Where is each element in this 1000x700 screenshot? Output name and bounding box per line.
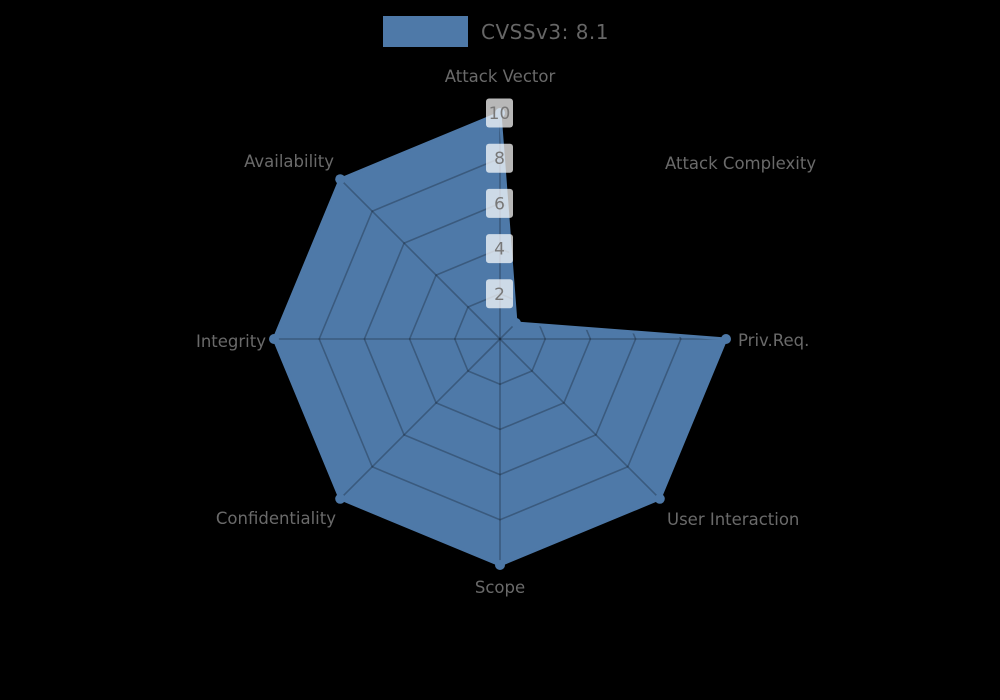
vertex-marker-integrity — [269, 334, 279, 344]
grid-spoke-availability — [339, 178, 501, 340]
legend-label: CVSSv3: 8.1 — [481, 19, 609, 44]
rtick-label-6: 6 — [494, 194, 505, 214]
grid-spoke-user-interaction — [499, 338, 661, 500]
axis-label-scope: Scope — [475, 578, 525, 597]
rtick-label-4: 4 — [494, 240, 505, 260]
rtick-box-10 — [486, 98, 513, 128]
axis-label-confidentiality: Confidentiality — [216, 509, 336, 528]
vertex-marker-attack-complexity — [510, 318, 521, 329]
grid-spoke-confidentiality — [339, 338, 501, 500]
vertex-marker-scope — [495, 560, 505, 570]
rtick-label-10: 10 — [489, 104, 511, 124]
rtick-label-2: 2 — [494, 285, 505, 305]
rtick-box-4 — [486, 234, 513, 264]
rtick-box-6 — [486, 188, 513, 218]
grid-spoke-attack-complexity — [499, 178, 661, 340]
axis-label-integrity: Integrity — [196, 332, 266, 351]
legend: CVSSv3: 8.1 — [383, 16, 609, 47]
axis-label-attack-complexity: Attack Complexity — [665, 154, 816, 173]
vertex-marker-confidentiality — [335, 493, 346, 504]
axis-label-attack-vector: Attack Vector — [445, 67, 556, 86]
vertex-marker-availability — [335, 174, 346, 185]
axis-label-user-interaction: User Interaction — [667, 510, 799, 529]
rtick-label-8: 8 — [494, 149, 505, 169]
axis-label-priv-req: Priv.Req. — [738, 331, 809, 350]
cvss-series-fill — [274, 113, 726, 565]
vertex-marker-priv-req — [721, 334, 731, 344]
rtick-box-8 — [486, 143, 513, 173]
axis-label-availability: Availability — [244, 152, 334, 171]
rtick-box-2 — [486, 279, 513, 309]
legend-swatch — [383, 16, 468, 47]
vertex-marker-user-interaction — [654, 493, 665, 504]
